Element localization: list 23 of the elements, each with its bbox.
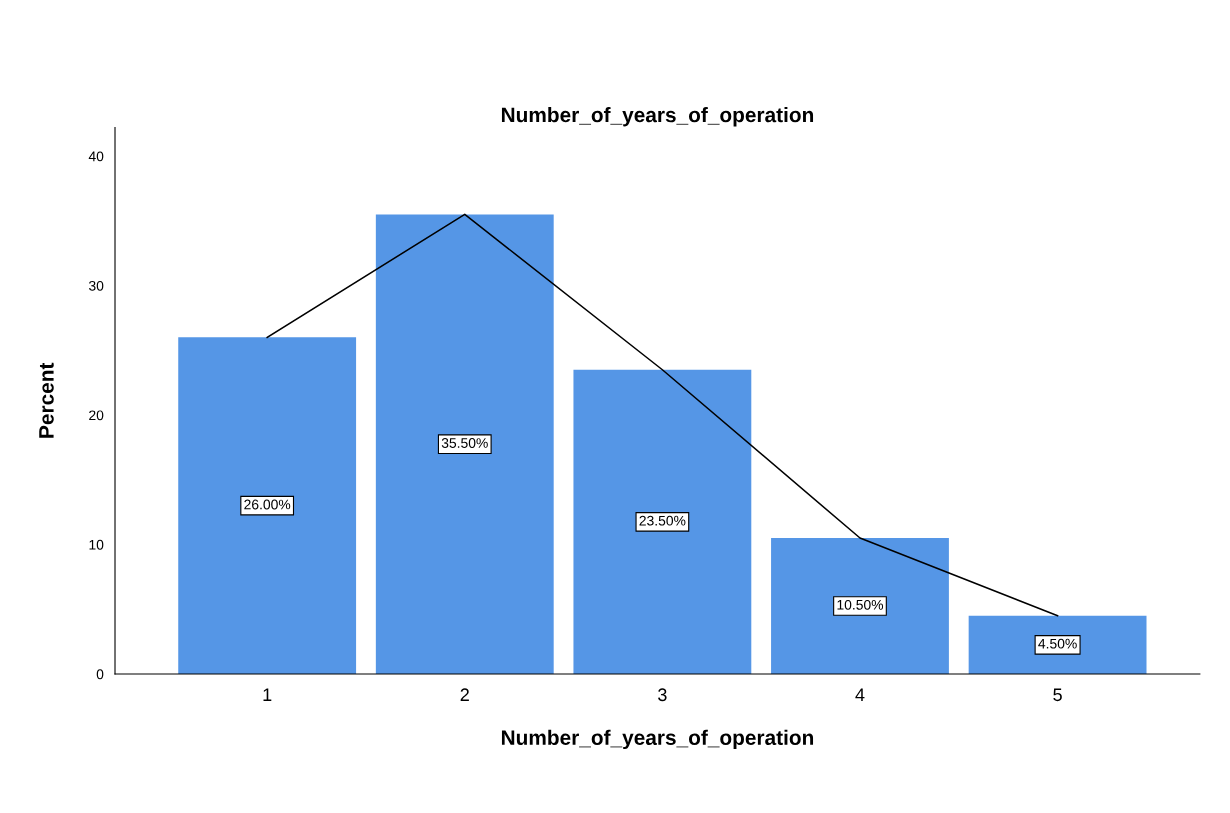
y-tick-label: 0 bbox=[96, 669, 104, 680]
data-label: 10.50% bbox=[837, 599, 884, 610]
data-label: 23.50% bbox=[639, 515, 686, 526]
data-label: 4.50% bbox=[1038, 638, 1077, 649]
bar bbox=[178, 337, 357, 674]
bar bbox=[771, 538, 949, 674]
data-label: 26.00% bbox=[244, 499, 291, 510]
y-tick-label: 20 bbox=[89, 410, 104, 421]
bar bbox=[573, 369, 752, 674]
y-axis-title: Percent bbox=[39, 362, 54, 438]
y-tick-label: 40 bbox=[88, 151, 104, 162]
bar bbox=[375, 214, 554, 674]
x-tick-label: 4 bbox=[855, 688, 865, 701]
x-tick-label: 2 bbox=[460, 688, 469, 701]
data-label: 35.50% bbox=[441, 438, 488, 448]
bar bbox=[968, 615, 1147, 674]
x-tick-label: 3 bbox=[658, 688, 667, 702]
x-tick-label: 1 bbox=[263, 688, 272, 701]
x-axis-title: Number_of_years_of_operation bbox=[501, 729, 814, 750]
y-tick-label: 30 bbox=[88, 280, 104, 291]
x-tick-label: 5 bbox=[1053, 688, 1062, 702]
y-tick-label: 10 bbox=[89, 539, 104, 550]
chart-title: Number_of_years_of_operation bbox=[501, 106, 814, 127]
